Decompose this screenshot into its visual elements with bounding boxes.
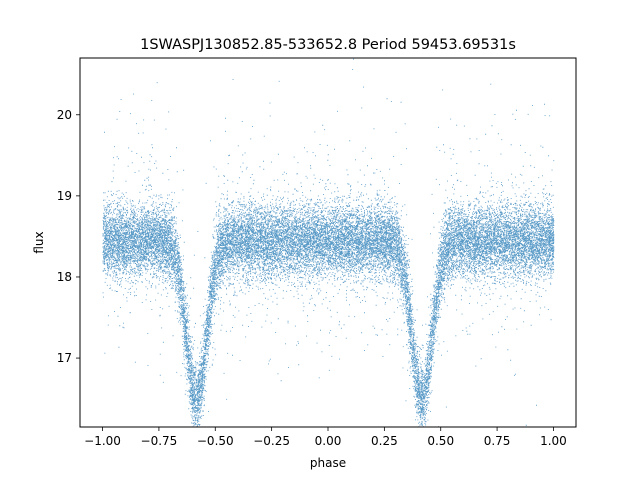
x-tick-label: 0.25 xyxy=(371,434,398,448)
y-tick-label: 19 xyxy=(57,189,72,203)
y-tick-label: 20 xyxy=(57,108,72,122)
y-axis-ticks: 17 18 19 20 xyxy=(57,108,80,365)
x-tick-label: 0.50 xyxy=(427,434,454,448)
x-tick-label: 1.00 xyxy=(540,434,567,448)
chart-title: 1SWASPJ130852.85-533652.8 Period 59453.6… xyxy=(140,37,516,53)
y-tick-label: 18 xyxy=(57,270,72,284)
y-axis-label: flux xyxy=(32,231,46,253)
y-tick-label: 17 xyxy=(57,351,72,365)
x-tick-label: −0.50 xyxy=(197,434,234,448)
x-tick-label: 0.75 xyxy=(484,434,511,448)
x-tick-label: 0.00 xyxy=(315,434,342,448)
x-tick-label: −0.25 xyxy=(253,434,290,448)
x-tick-label: −0.75 xyxy=(141,434,178,448)
x-axis-ticks: −1.00 −0.75 −0.50 −0.25 0.00 0.25 0.50 0.75 1.00 xyxy=(84,427,567,448)
scatter-points xyxy=(102,58,555,427)
x-axis-label: phase xyxy=(310,456,346,470)
scatter-series-points xyxy=(102,58,555,427)
x-tick-label: −1.00 xyxy=(84,434,121,448)
